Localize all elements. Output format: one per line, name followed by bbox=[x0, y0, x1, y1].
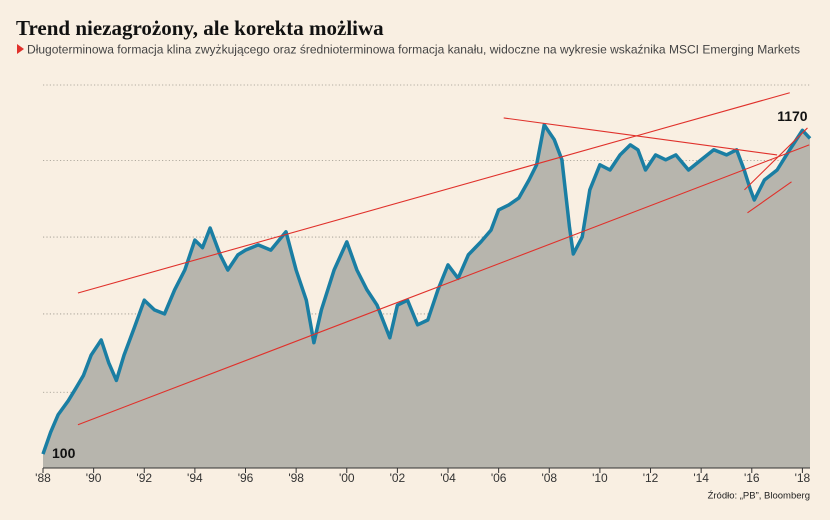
x-tick-label: '90 bbox=[86, 471, 102, 485]
x-tick-label: '92 bbox=[136, 471, 152, 485]
subtitle-marker bbox=[17, 44, 24, 54]
x-tick-label: '12 bbox=[643, 471, 659, 485]
x-tick-label: '10 bbox=[592, 471, 608, 485]
x-tick-label: '14 bbox=[693, 471, 709, 485]
point-label: 100 bbox=[52, 445, 76, 461]
area bbox=[43, 124, 810, 469]
trend-line bbox=[503, 117, 778, 156]
x-tick-label: '00 bbox=[339, 471, 355, 485]
x-tick-label: '94 bbox=[187, 471, 203, 485]
x-tick-label: '06 bbox=[491, 471, 507, 485]
x-tick-label: '08 bbox=[541, 471, 557, 485]
x-tick-label: '88 bbox=[35, 471, 51, 485]
trend-line bbox=[77, 92, 790, 294]
x-tick-label: '98 bbox=[288, 471, 304, 485]
x-tick-label: '04 bbox=[440, 471, 456, 485]
source: Źródło: „PB”, Bloomberg bbox=[708, 491, 810, 502]
chart-title: Trend niezagrożony, ale korekta możliwa bbox=[16, 16, 384, 40]
trend-line bbox=[747, 181, 792, 214]
trend-line bbox=[77, 144, 810, 426]
x-tick-label: '96 bbox=[238, 471, 254, 485]
trend-line bbox=[744, 127, 808, 191]
point-label: 1170 bbox=[777, 108, 808, 124]
chart-subtitle: Długoterminowa formacja klina zwyżkujące… bbox=[27, 42, 800, 56]
x-tick-label: '02 bbox=[390, 471, 406, 485]
x-tick-label: '16 bbox=[744, 471, 760, 485]
line bbox=[41, 123, 812, 455]
x-tick-label: '18 bbox=[795, 471, 811, 485]
